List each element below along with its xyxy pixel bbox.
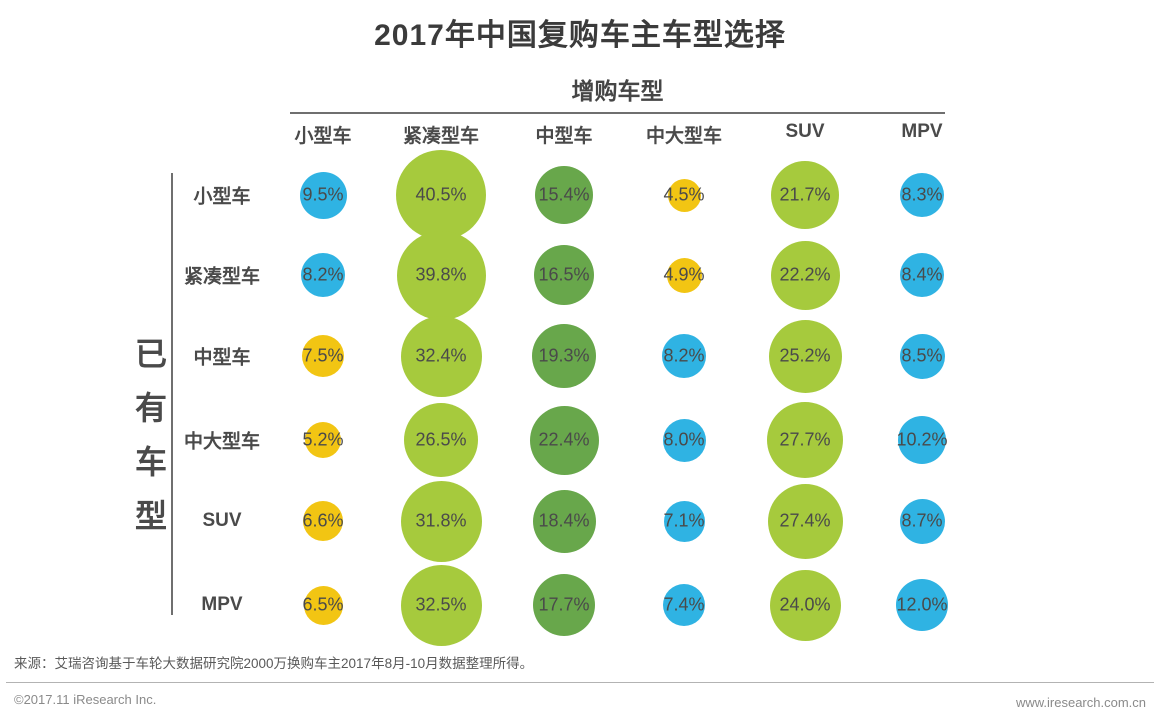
bubble-r6-c2 bbox=[400, 564, 482, 646]
bubble-r1-c1 bbox=[299, 171, 347, 219]
bubble-r2-c3 bbox=[534, 245, 594, 305]
row-label-2: 紧凑型车 bbox=[183, 266, 261, 288]
bubble-value-label: 7.1% bbox=[663, 510, 705, 531]
row-label-4: 中大型车 bbox=[183, 431, 261, 453]
bubble-value-label: 8.3% bbox=[901, 184, 943, 205]
bubble-value-label: 19.3% bbox=[538, 345, 590, 366]
column-header-2: 紧凑型车 bbox=[402, 126, 480, 147]
bubble-r5-c6 bbox=[899, 498, 945, 544]
website-url: www.iresearch.com.cn bbox=[1015, 695, 1146, 710]
copyright: ©2017.11 iResearch Inc. bbox=[14, 692, 157, 707]
bubble-value-label: 10.2% bbox=[896, 429, 948, 450]
column-header-6: MPV bbox=[901, 121, 943, 142]
bubble-r3-c6 bbox=[899, 333, 945, 379]
bubble-value-label: 7.5% bbox=[302, 345, 344, 366]
column-header-5: SUV bbox=[785, 121, 825, 142]
bubble-r3-c3 bbox=[532, 324, 596, 388]
bubble-r1-c6 bbox=[900, 173, 944, 217]
column-header-1: 小型车 bbox=[294, 126, 352, 147]
bubble-r4-c1 bbox=[305, 422, 341, 458]
bubble-value-label: 27.4% bbox=[779, 510, 831, 531]
bubble-value-label: 8.5% bbox=[901, 345, 943, 366]
bubble-value-label: 27.7% bbox=[779, 429, 831, 450]
bubble-value-label: 6.6% bbox=[302, 510, 344, 531]
bubble-value-label: 18.4% bbox=[538, 510, 590, 531]
x-axis-line bbox=[290, 112, 945, 114]
bubble-r4-c4 bbox=[662, 418, 706, 462]
bubble-value-label: 8.2% bbox=[663, 345, 705, 366]
bubble-r3-c4 bbox=[662, 334, 706, 378]
bubble-r6-c1 bbox=[303, 585, 343, 625]
bubble-value-label: 22.4% bbox=[538, 429, 590, 450]
column-header-3: 中型车 bbox=[535, 126, 593, 147]
bubble-value-label: 8.7% bbox=[901, 510, 943, 531]
bubble-r1-c5 bbox=[771, 161, 839, 229]
bubble-value-label: 22.2% bbox=[779, 264, 831, 285]
bubble-r4-c3 bbox=[529, 405, 599, 475]
bubble-r4-c5 bbox=[767, 402, 843, 478]
bubble-value-label: 32.5% bbox=[415, 594, 467, 615]
bubble-value-label: 16.5% bbox=[538, 264, 590, 285]
bubble-value-label: 12.0% bbox=[896, 594, 948, 615]
bubble-value-label: 8.0% bbox=[663, 429, 705, 450]
bubble-value-label: 7.4% bbox=[663, 594, 705, 615]
bubble-value-label: 9.5% bbox=[302, 184, 344, 205]
bubble-r2-c4 bbox=[666, 257, 702, 293]
bubble-r5-c2 bbox=[400, 480, 482, 562]
bubble-value-label: 25.2% bbox=[779, 345, 831, 366]
chart-title: 2017年中国复购车主车型选择 bbox=[374, 19, 786, 52]
bubble-r1-c3 bbox=[535, 166, 593, 224]
bubble-r2-c5 bbox=[770, 240, 840, 310]
bubble-r3-c1 bbox=[302, 335, 344, 377]
row-label-1: 小型车 bbox=[193, 186, 251, 208]
bubble-r2-c6 bbox=[900, 253, 944, 297]
bubble-value-label: 17.7% bbox=[538, 594, 590, 615]
footer-divider bbox=[6, 682, 1154, 683]
bubble-value-label: 40.5% bbox=[415, 184, 467, 205]
bubble-value-label: 39.8% bbox=[415, 264, 467, 285]
column-header-4: 中大型车 bbox=[645, 126, 723, 147]
x-axis-title: 增购车型 bbox=[571, 78, 664, 104]
bubble-value-label: 4.5% bbox=[663, 184, 705, 205]
bubble-r4-c2 bbox=[404, 403, 478, 477]
bubble-value-label: 6.5% bbox=[302, 594, 344, 615]
source-note: 来源：艾瑞咨询基于车轮大数据研究院2000万换购车主2017年8月-10月数据整… bbox=[14, 656, 534, 671]
bubble-r4-c6 bbox=[898, 416, 946, 464]
bubble-r6-c6 bbox=[896, 579, 948, 631]
bubble-r5-c4 bbox=[663, 500, 705, 542]
bubble-value-label: 32.4% bbox=[415, 345, 467, 366]
bubble-r6-c5 bbox=[769, 569, 841, 641]
bubble-value-label: 21.7% bbox=[779, 184, 831, 205]
bubble-r1-c4 bbox=[667, 178, 701, 212]
bubble-value-label: 15.4% bbox=[538, 184, 590, 205]
row-label-5: SUV bbox=[202, 510, 242, 531]
bubble-r3-c2 bbox=[400, 315, 482, 397]
y-axis-title: 已有车型 bbox=[134, 336, 167, 534]
bubble-r6-c4 bbox=[663, 584, 705, 626]
bubble-value-label: 26.5% bbox=[415, 429, 467, 450]
bubble-r6-c3 bbox=[533, 574, 595, 636]
row-label-3: 中型车 bbox=[193, 347, 251, 369]
bubble-value-label: 24.0% bbox=[779, 594, 831, 615]
bubble-value-label: 5.2% bbox=[302, 429, 344, 450]
y-axis-line bbox=[171, 173, 173, 615]
bubble-r5-c3 bbox=[532, 489, 596, 553]
bubble-value-label: 4.9% bbox=[663, 264, 705, 285]
bubble-r3-c5 bbox=[768, 319, 842, 393]
bubble-r5-c1 bbox=[303, 501, 343, 541]
bubble-r1-c2 bbox=[396, 150, 486, 240]
bubble-r5-c5 bbox=[767, 483, 843, 559]
bubble-r2-c2 bbox=[396, 230, 486, 320]
bubble-value-label: 8.4% bbox=[901, 264, 943, 285]
bubble-value-label: 31.8% bbox=[415, 510, 467, 531]
bubble-r2-c1 bbox=[301, 253, 345, 297]
row-label-6: MPV bbox=[201, 594, 243, 615]
bubble-value-label: 8.2% bbox=[302, 264, 344, 285]
